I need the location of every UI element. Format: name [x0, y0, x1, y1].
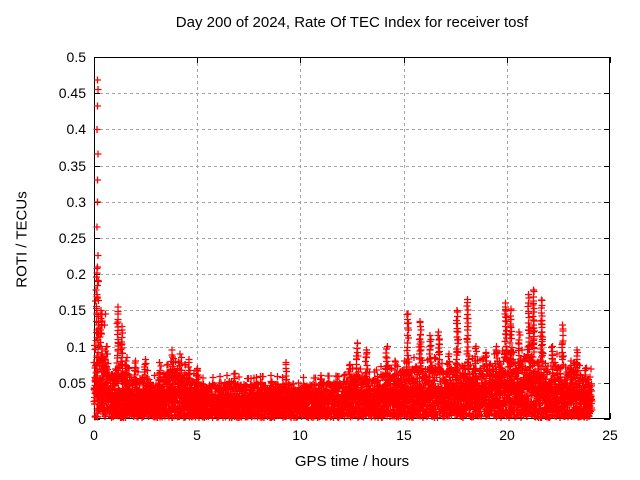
data-points	[90, 76, 596, 421]
x-tick-label: 5	[193, 427, 201, 443]
x-axis-title: GPS time / hours	[294, 453, 410, 470]
x-tick-label: 10	[292, 427, 308, 443]
y-tick-label: 0.1	[66, 339, 86, 355]
y-tick-label: 0.2	[66, 266, 86, 282]
chart-title: Day 200 of 2024, Rate Of TEC Index for r…	[175, 14, 529, 31]
y-tick-label: 0.05	[58, 375, 86, 391]
y-tick-label: 0.3	[66, 194, 86, 210]
y-tick-label: 0.4	[66, 121, 86, 137]
y-tick-label: 0.5	[66, 49, 86, 65]
y-tick-label: 0.35	[58, 158, 86, 174]
x-tick-label: 20	[499, 427, 515, 443]
x-tick-label: 25	[602, 427, 618, 443]
y-tick-label: 0.45	[58, 85, 86, 101]
y-tick-label: 0.15	[58, 302, 86, 318]
y-tick-label: 0	[78, 411, 86, 427]
x-tick-label: 15	[396, 427, 412, 443]
x-tick-label: 0	[90, 427, 98, 443]
y-tick-label: 0.25	[58, 230, 86, 246]
